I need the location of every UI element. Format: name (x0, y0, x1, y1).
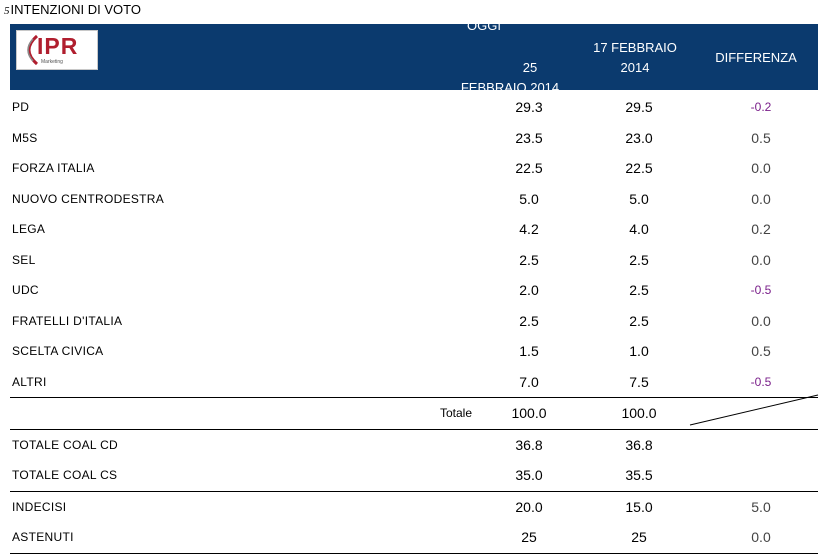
ipr-logo: IPR Marketing (16, 30, 98, 70)
party-name: SCELTA CIVICA (12, 344, 104, 359)
previous-value: 1.0 (629, 343, 649, 360)
coalition-name: TOTALE COAL CS (12, 468, 118, 483)
previous-value: 35.5 (625, 467, 653, 484)
table-row: FRATELLI D'ITALIA 2.5 2.5 0.0 (10, 306, 818, 337)
today-value: 29.3 (515, 99, 543, 116)
party-name: PD (12, 100, 30, 115)
diff-value: 0.5 (751, 129, 771, 146)
previous-value: 36.8 (574, 428, 704, 460)
today-value: 22.5 (515, 160, 543, 177)
party-name: LEGA (12, 222, 46, 237)
row-name: INDECISI (10, 490, 372, 522)
today-value: 36.8 (484, 428, 574, 460)
today-value: 20.0 (484, 490, 574, 522)
today-value: 4.2 (519, 221, 539, 238)
party-name: UDC (12, 283, 39, 298)
previous-value: 2.5 (629, 312, 649, 329)
diff-value: 0.5 (751, 343, 771, 360)
today-value: 7.0 (519, 373, 539, 390)
col-previous-line1: 17 FEBBRAIO (593, 40, 677, 55)
diagonal-divider (689, 394, 819, 426)
previous-value: 7.5 (629, 373, 649, 390)
today-value: 2.5 (519, 312, 539, 329)
diff-value: 0.0 (751, 312, 771, 329)
coalition-name: TOTALE COAL CD (10, 428, 372, 460)
diff-value: 0.0 (751, 190, 771, 207)
party-name: ALTRI (12, 374, 47, 389)
col-today-line2: 25 (522, 60, 538, 75)
col-today-line3: FEBBRAIO 2014 (460, 80, 560, 90)
table-row: INDECISI 20.0 15.0 5.0 (10, 490, 818, 522)
slide-number: 5 (4, 5, 10, 17)
diff-value: 0.0 (751, 160, 771, 177)
today-value: 1.5 (519, 343, 539, 360)
table-header: IPR Marketing OGGI 25 FEBBRAIO 2014 17 F… (10, 24, 818, 90)
table-row: SEL 2.5 2.5 0.0 (10, 245, 818, 276)
previous-value: 2.5 (629, 251, 649, 268)
diff-value: 5.0 (704, 490, 818, 522)
previous-value: 5.0 (629, 190, 649, 207)
diff-value: 0.0 (751, 251, 771, 268)
previous-value: 15.0 (574, 490, 704, 522)
today-value: 2.5 (519, 251, 539, 268)
total-row: Totale 100.0 100.0 (10, 397, 818, 429)
previous-value: 25 (631, 529, 647, 546)
party-name: M5S (12, 130, 38, 145)
col-previous-line2: 2014 (620, 60, 650, 75)
party-name: NUOVO CENTRODESTRA (12, 191, 165, 206)
total-today: 100.0 (484, 397, 574, 429)
party-name: SEL (12, 252, 36, 267)
table-row: SCELTA CIVICA 1.5 1.0 0.5 (10, 336, 818, 367)
row-name: ASTENUTI (12, 530, 74, 545)
table-row: M5S 23.5 23.0 0.5 (10, 123, 818, 154)
party-name: FRATELLI D'ITALIA (12, 313, 123, 328)
party-name: FORZA ITALIA (12, 161, 95, 176)
logo-arc-icon (27, 34, 39, 66)
table-row: TOTALE COAL CD 36.8 36.8 (10, 428, 818, 460)
logo-text: IPR (37, 33, 79, 59)
table-row: LEGA 4.2 4.0 0.2 (10, 214, 818, 245)
diff-value: 0.2 (751, 221, 771, 238)
previous-value: 23.0 (625, 129, 653, 146)
previous-value: 4.0 (629, 221, 649, 238)
table-row: ASTENUTI 25 25 0.0 (10, 522, 818, 553)
previous-value: 2.5 (629, 282, 649, 299)
today-value: 5.0 (519, 190, 539, 207)
diff-value: -0.5 (750, 374, 772, 389)
today-value: 23.5 (515, 129, 543, 146)
table-row: NUOVO CENTRODESTRA 5.0 5.0 0.0 (10, 184, 818, 215)
col-difference: DIFFERENZA (715, 50, 797, 65)
col-previous: 17 FEBBRAIO 2014 (570, 38, 700, 78)
today-value: 35.0 (515, 467, 543, 484)
diff-value: -0.2 (750, 100, 772, 115)
total-previous: 100.0 (574, 397, 704, 429)
total-label: Totale (372, 397, 484, 429)
table-row: PD 29.3 29.5 -0.2 (10, 92, 818, 123)
previous-value: 22.5 (625, 160, 653, 177)
table-row: TOTALE COAL CS 35.0 35.5 (10, 460, 818, 491)
vote-table: PD 29.3 29.5 -0.2 M5S 23.5 23.0 0.5 FORZ… (10, 92, 818, 554)
page-title: 5INTENZIONI DI VOTO (4, 2, 141, 17)
previous-value: 29.5 (625, 99, 653, 116)
today-value: 25 (521, 529, 537, 546)
logo-subtitle: Marketing (41, 59, 63, 65)
table-row: ALTRI 7.0 7.5 -0.5 (10, 367, 818, 398)
today-value: 2.0 (519, 282, 539, 299)
table-row: UDC 2.0 2.5 -0.5 (10, 275, 818, 306)
table-row: FORZA ITALIA 22.5 22.5 0.0 (10, 153, 818, 184)
title-text: INTENZIONI DI VOTO (10, 2, 142, 17)
diff-value: -0.5 (750, 283, 772, 298)
diff-value: 0.0 (751, 529, 771, 546)
col-today-line1: OGGI (467, 24, 501, 33)
